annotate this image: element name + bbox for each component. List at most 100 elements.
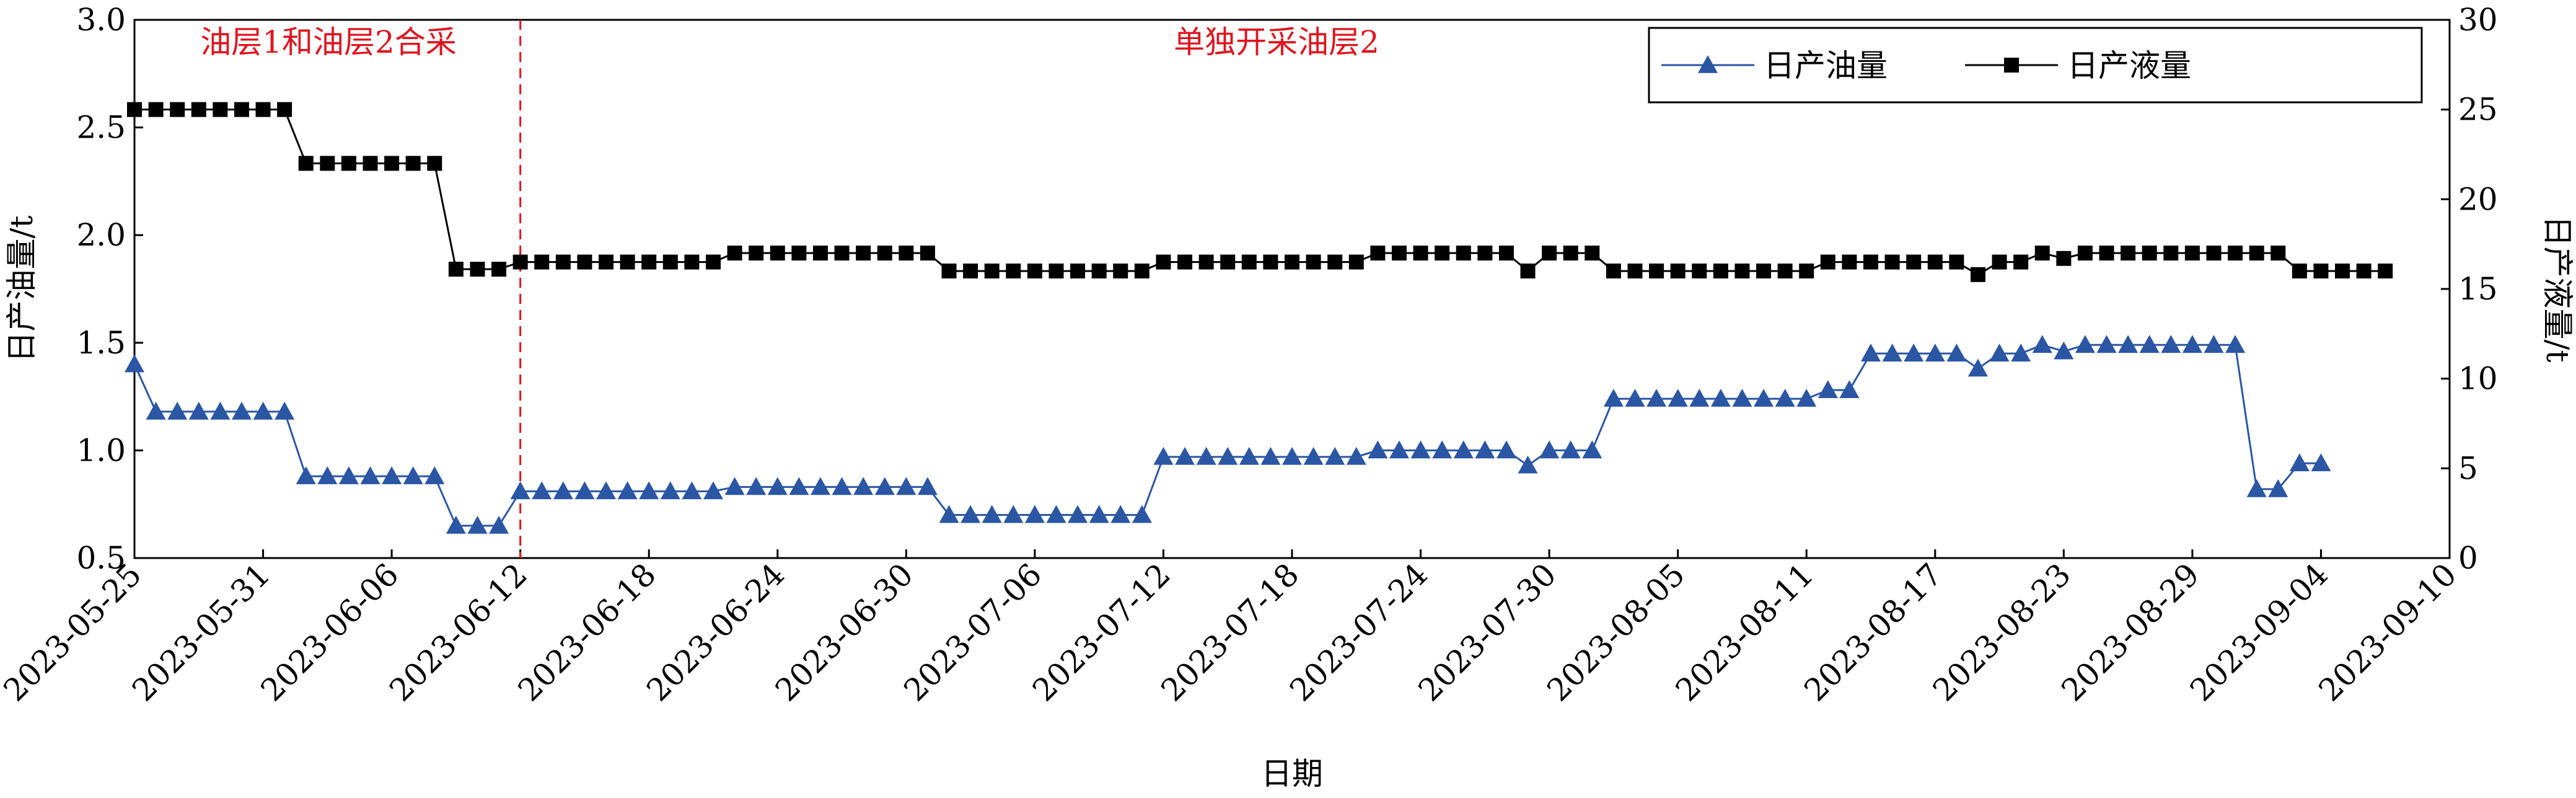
marker (920, 246, 935, 261)
marker (2013, 254, 2029, 270)
y-axis-label: 日产油量/t (4, 216, 40, 363)
x-tick-label: 2023-06-30 (768, 556, 920, 708)
series-line (134, 109, 2386, 276)
marker (1153, 446, 1174, 465)
x-tick-label: 2023-06-06 (254, 556, 406, 708)
marker (896, 477, 917, 495)
marker (2356, 264, 2372, 279)
marker (1520, 264, 1536, 279)
marker (2077, 246, 2093, 261)
marker (553, 481, 573, 500)
marker (2099, 246, 2114, 261)
marker (2268, 479, 2288, 497)
marker (1389, 440, 1409, 459)
marker (1799, 264, 1814, 279)
marker (2032, 335, 2052, 353)
marker (2161, 335, 2181, 353)
marker (2182, 335, 2202, 353)
marker (532, 481, 552, 500)
marker (1368, 440, 1388, 459)
marker (2313, 264, 2329, 279)
marker (1070, 264, 1086, 279)
marker (2034, 246, 2050, 261)
marker (1689, 389, 1710, 407)
marker (770, 246, 785, 261)
x-tick-label: 2023-08-29 (2055, 556, 2207, 708)
marker (1710, 389, 1731, 407)
marker (1003, 505, 1024, 523)
marker (1756, 264, 1772, 279)
y2-tick-label: 25 (2458, 92, 2498, 128)
marker (1627, 264, 1643, 279)
marker (1906, 254, 1922, 270)
marker (1992, 254, 2007, 270)
marker (191, 102, 206, 117)
marker (877, 246, 892, 261)
marker (1456, 246, 1471, 261)
marker (2289, 453, 2310, 472)
marker (1432, 440, 1453, 459)
marker (577, 254, 592, 270)
marker (2142, 246, 2157, 261)
marker (489, 515, 509, 534)
marker (812, 246, 828, 261)
marker (1134, 264, 1150, 279)
y2-axis-label: 日产液量/t (2539, 216, 2575, 363)
marker (255, 102, 271, 117)
marker (620, 254, 635, 270)
marker (534, 254, 550, 270)
marker (1732, 389, 1752, 407)
marker (467, 515, 488, 534)
marker (641, 254, 657, 270)
marker (1220, 254, 1236, 270)
marker (834, 246, 850, 261)
marker (1263, 254, 1278, 270)
marker (1477, 246, 1493, 261)
marker (1904, 344, 1924, 361)
marker (1113, 264, 1128, 279)
marker (899, 246, 914, 261)
x-tick-label: 2023-09-04 (2183, 556, 2335, 708)
marker (210, 401, 231, 420)
marker (706, 254, 721, 270)
legend-marker (2004, 58, 2019, 73)
marker (510, 481, 530, 500)
marker (1818, 380, 1838, 398)
marker (791, 246, 807, 261)
marker (2292, 264, 2307, 279)
marker (853, 477, 874, 495)
marker (1820, 254, 1835, 270)
x-tick-label: 2023-07-18 (1154, 556, 1306, 708)
y2-tick-label: 0 (2458, 540, 2478, 576)
marker (275, 401, 295, 420)
marker (1775, 389, 1795, 407)
marker (1585, 246, 1600, 261)
marker (1970, 267, 1985, 282)
marker (427, 156, 442, 171)
marker (2184, 246, 2200, 261)
marker (405, 156, 421, 171)
marker (1303, 446, 1324, 465)
marker (338, 466, 359, 484)
marker (2246, 479, 2267, 497)
marker (917, 477, 938, 495)
marker (984, 264, 1000, 279)
marker (1925, 344, 1945, 361)
marker (1046, 505, 1066, 523)
marker (127, 102, 142, 117)
marker (1024, 505, 1045, 523)
marker (1603, 389, 1624, 407)
marker (660, 481, 680, 500)
x-tick-label: 2023-06-18 (511, 556, 663, 708)
marker (277, 102, 292, 117)
marker (341, 156, 356, 171)
marker (1670, 264, 1686, 279)
x-tick-label: 2023-08-23 (1926, 556, 2078, 708)
marker (1649, 264, 1664, 279)
marker (724, 477, 745, 495)
x-tick-label: 2023-05-25 (0, 556, 148, 708)
marker (1177, 254, 1193, 270)
x-tick-label: 2023-08-05 (1540, 556, 1692, 708)
marker (1091, 264, 1107, 279)
